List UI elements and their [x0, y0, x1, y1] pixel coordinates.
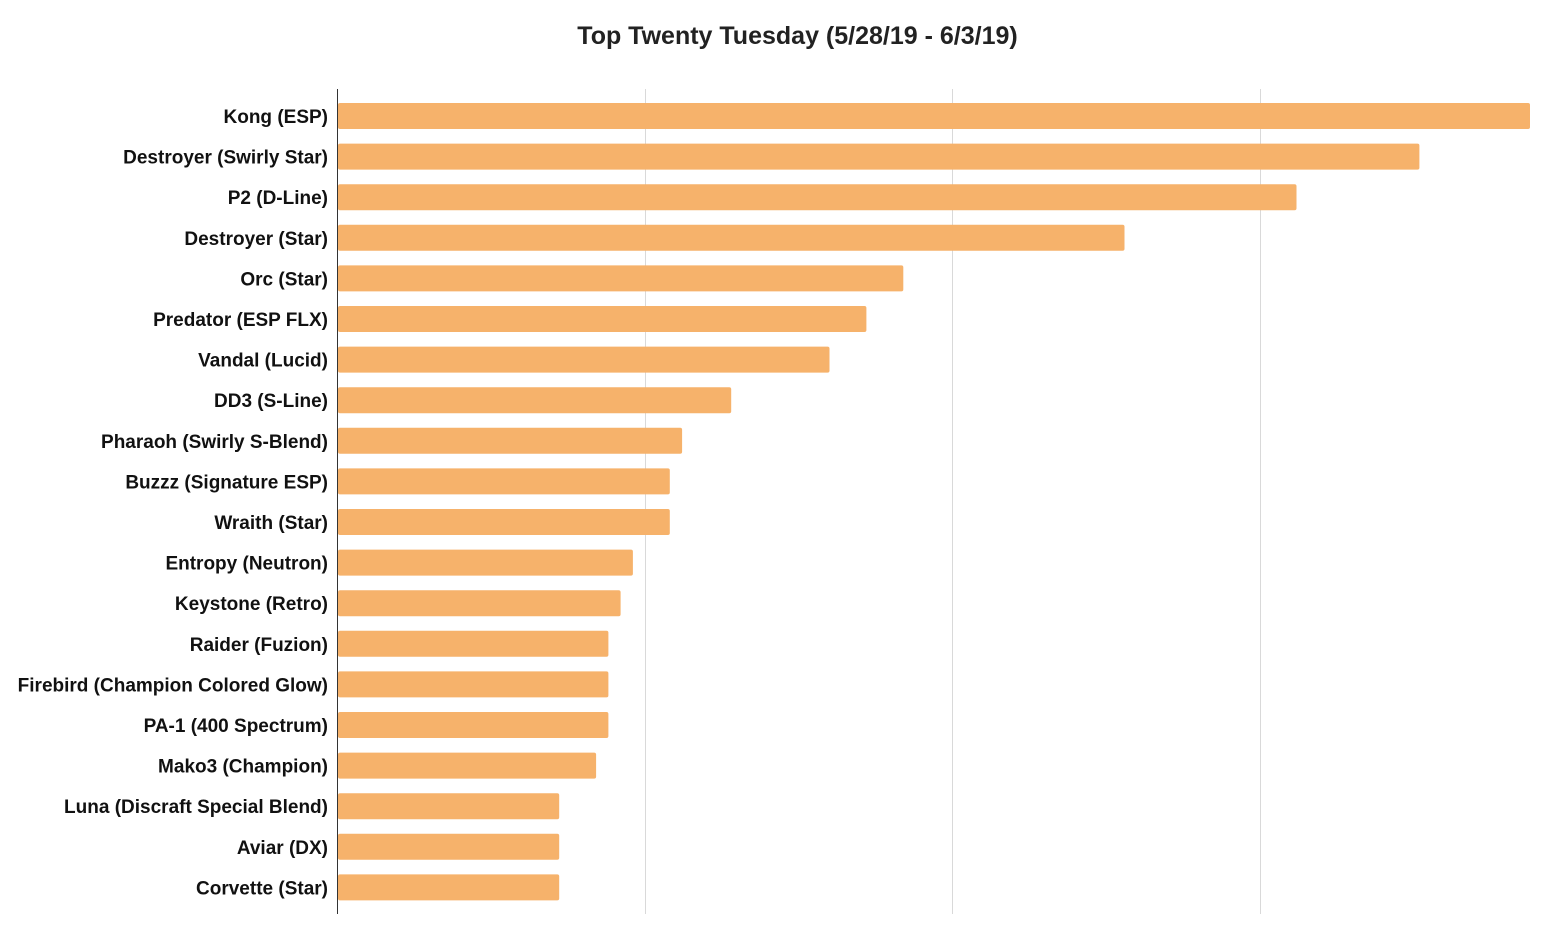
- bar: [338, 265, 904, 292]
- category-label: Destroyer (Swirly Star): [123, 148, 328, 169]
- bar: [338, 346, 830, 373]
- category-label: Predator (ESP FLX): [153, 310, 328, 331]
- bar: [338, 306, 867, 332]
- bar: [338, 549, 633, 576]
- bar: [338, 712, 609, 738]
- category-label: Orc (Star): [240, 269, 328, 290]
- category-label: Mako3 (Champion): [158, 757, 328, 778]
- category-labels: Kong (ESP) Destroyer (Swirly Star) P2 (D-L…: [18, 107, 328, 899]
- category-label: Corvette (Star): [196, 878, 328, 899]
- bar: [338, 184, 1297, 211]
- bar: [338, 509, 670, 535]
- bar: [338, 752, 597, 779]
- bar: [338, 671, 609, 698]
- category-label: Luna (Discraft Special Blend): [64, 797, 328, 818]
- category-label: Aviar (DX): [237, 838, 328, 859]
- category-label: P2 (D-Line): [228, 188, 328, 209]
- category-label: Entropy (Neutron): [165, 554, 328, 575]
- chart-title: Top Twenty Tuesday (5/28/19 - 6/3/19): [577, 22, 1018, 50]
- bar: [338, 590, 621, 617]
- bar: [338, 224, 1125, 251]
- bar: [338, 387, 732, 414]
- bar: [338, 427, 683, 454]
- category-label: Firebird (Champion Colored Glow): [18, 675, 328, 696]
- category-label: Keystone (Retro): [175, 594, 328, 615]
- category-label: PA-1 (400 Spectrum): [144, 716, 328, 737]
- bars: [338, 103, 1530, 901]
- category-label: Kong (ESP): [224, 107, 329, 128]
- category-label: Destroyer (Star): [184, 229, 328, 250]
- category-label: Pharaoh (Swirly S-Blend): [101, 432, 328, 453]
- bar: [338, 468, 670, 495]
- bar: [338, 143, 1420, 170]
- category-label: Wraith (Star): [214, 513, 328, 534]
- category-label: Vandal (Lucid): [198, 351, 328, 372]
- bar: [338, 630, 609, 657]
- category-label: Raider (Fuzion): [190, 635, 328, 656]
- gridlines: [645, 89, 1261, 914]
- bar: [338, 793, 560, 820]
- bar: [338, 103, 1530, 129]
- category-label: DD3 (S-Line): [214, 391, 328, 412]
- category-label: Buzzz (Signature ESP): [125, 472, 328, 493]
- bar: [338, 833, 560, 860]
- bar: [338, 874, 560, 901]
